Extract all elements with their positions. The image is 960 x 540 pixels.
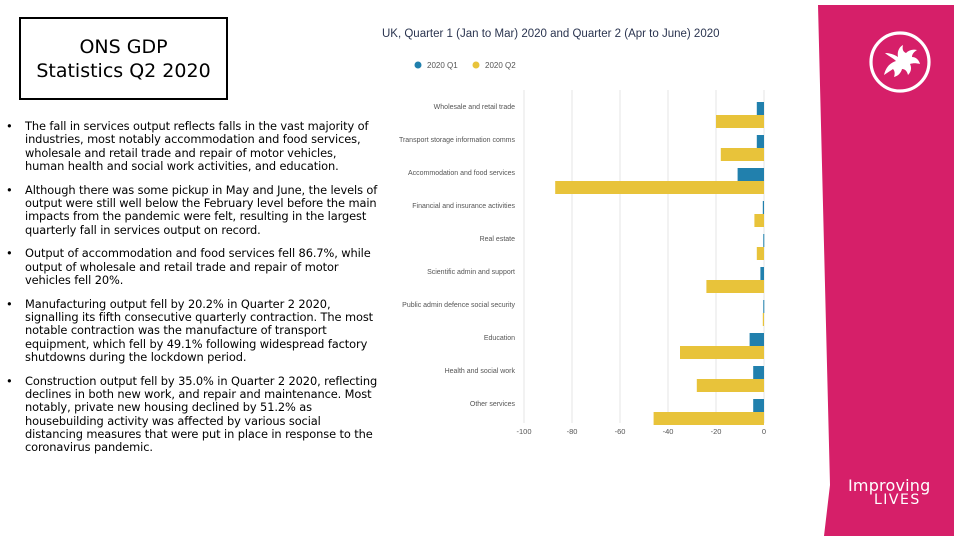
bar-q1 [763,234,765,247]
bar-q1 [749,333,764,346]
brand-text-lives: LIVES [874,492,921,508]
bar-q1 [753,399,764,412]
bullet-marker: • [6,119,13,133]
bar-q2 [756,247,764,260]
slide-title: ONS GDP Statistics Q2 2020 [19,17,228,100]
legend-swatch [414,61,422,69]
bar-q1 [762,201,764,214]
bullet-text: Output of accommodation and food service… [25,246,371,287]
bar-q2 [555,181,764,194]
bullet-text: The fall in services output reflects fal… [25,119,369,173]
brand-panel: Improving LIVES [818,5,954,536]
bar-q1 [756,102,764,115]
x-tick-label: -100 [516,427,531,436]
welsh-dragon-icon [866,29,934,95]
category-label: Education [484,335,515,342]
category-label: Public admin defence social security [402,302,515,309]
category-label: Scientific admin and support [427,269,515,276]
bullet-text: Manufacturing output fell by 20.2% in Qu… [25,296,374,364]
chart-title: UK, Quarter 1 (Jan to Mar) 2020 and Quar… [382,28,720,40]
x-tick-label: -80 [567,427,578,436]
bullet-list: • The fall in services output reflects fa… [6,119,378,465]
category-label: Health and social work [445,368,516,375]
bar-q2 [696,379,764,392]
bullet-marker: • [6,246,13,261]
category-label: Transport storage information comms [399,137,516,144]
bullet-marker: • [6,182,13,197]
bar-q1 [763,300,765,313]
chart-canvas: UK, Quarter 1 (Jan to Mar) 2020 and Quar… [382,28,808,436]
bar-q1 [753,366,764,379]
bar-q1 [737,168,764,181]
legend-label: 2020 Q1 [427,61,458,70]
category-label: Accommodation and food services [408,170,515,177]
legend-swatch [472,61,480,69]
bar-q1 [760,267,764,280]
bar-q2 [762,313,764,326]
x-tick-label: -60 [615,427,626,436]
slide-title-text: ONS GDP Statistics Q2 2020 [36,35,211,82]
bar-q2 [754,214,764,227]
bar-q2 [653,412,764,425]
bar-q2 [720,148,764,161]
category-label: Wholesale and retail trade [434,104,515,111]
category-label: Other services [470,401,516,408]
bullet-text: Construction output fell by 35.0% in Qua… [25,373,378,455]
bullet-text: Although there was some pickup in May an… [25,182,378,237]
bar-q1 [756,135,764,148]
bullet-item: • The fall in services output reflects fa… [6,119,378,173]
x-tick-label: 0 [762,427,766,436]
bullet-marker: • [6,296,13,311]
brand-shape [818,5,954,536]
category-label: Financial and insurance activities [412,203,515,210]
bullet-item: • Construction output fell by 35.0% in Qu… [6,373,378,455]
bullet-item: • Manufacturing output fell by 20.2% in Q… [6,296,378,364]
bar-q2 [680,346,764,359]
x-tick-label: -20 [711,427,722,436]
bullet-item: • Output of accommodation and food servic… [6,247,378,287]
bar-q2 [716,115,764,128]
bar-q2 [706,280,764,293]
bullet-item: • Although there was some pickup in May a… [6,182,378,237]
x-tick-label: -40 [663,427,674,436]
legend-label: 2020 Q2 [485,61,516,70]
bullet-marker: • [6,373,13,388]
gdp-bar-chart: UK, Quarter 1 (Jan to Mar) 2020 and Quar… [378,10,808,460]
category-label: Real estate [480,236,516,243]
brand-text-improving: Improving [848,476,931,495]
